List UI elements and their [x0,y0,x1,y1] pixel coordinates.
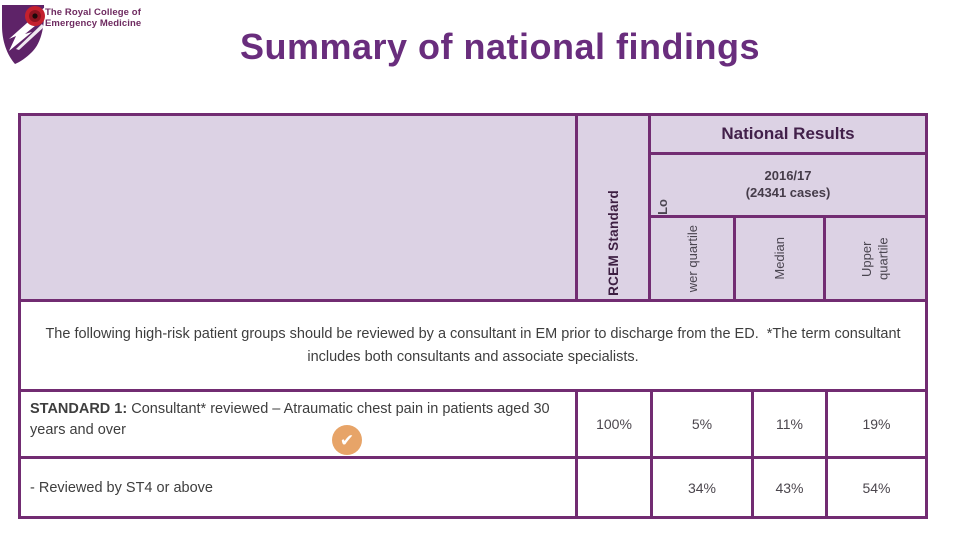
national-results-label: National Results [721,124,855,143]
standard1-upper-quartile-value: 19% [828,392,925,456]
results-table-body: The following high-risk patient groups s… [18,299,928,519]
period-year-label: 2016/17 [764,168,812,184]
st4-rcem-standard-value [578,459,650,516]
column-header-median: Median [736,218,823,299]
st4-median-value: 43% [754,459,825,516]
column-header-lower-quartile: wer quartile [651,218,733,299]
standard1-lower-quartile-value: 5% [653,392,751,456]
standard1-label-bold: STANDARD 1: [30,401,128,417]
standard1-description-cell: STANDARD 1: Consultant* reviewed – Atrau… [21,392,575,456]
median-label: Median [772,237,787,280]
header-empty-cell [21,116,575,299]
period-cases-label: (24341 cases) [745,185,831,200]
rcem-logo: The Royal College of Emergency Medicine [0,2,200,72]
intro-text-cell: The following high-risk patient groups s… [21,302,925,389]
st4-lower-quartile-value: 34% [653,459,751,516]
standard1-label-text: Consultant* reviewed – Atraumatic chest … [30,401,550,439]
column-header-period: 2016/17 (24341 cases) Lo [651,155,925,215]
column-header-upper-quartile: Upper quartile [826,218,925,299]
st4-description-cell: - Reviewed by ST4 or above [21,459,575,516]
rcem-logo-text: The Royal College of Emergency Medicine [45,7,141,30]
lower-quartile-label: wer quartile [684,224,700,293]
column-header-national-results: National Results [651,116,925,152]
lower-quartile-label-overflow: Lo [655,199,670,215]
check-badge-icon: ✔ [332,425,362,455]
standard1-median-value: 11% [754,392,825,456]
page-title: Summary of national findings [239,26,761,67]
rcem-shield-icon [2,5,46,64]
st4-label-text: - Reviewed by ST4 or above [30,479,213,496]
logo-line-1: The Royal College of [45,7,141,18]
rcem-standard-label: RCEM Standard [605,190,621,296]
upper-quartile-label: Upper quartile [859,237,891,280]
results-table-header: RCEM Standard National Results 2016/17 (… [18,113,928,302]
standard1-rcem-standard-value: 100% [578,392,650,456]
st4-upper-quartile-value: 54% [828,459,925,516]
column-header-rcem-standard: RCEM Standard [578,116,648,299]
logo-line-2: Emergency Medicine [45,18,142,30]
check-glyph: ✔ [339,430,355,450]
